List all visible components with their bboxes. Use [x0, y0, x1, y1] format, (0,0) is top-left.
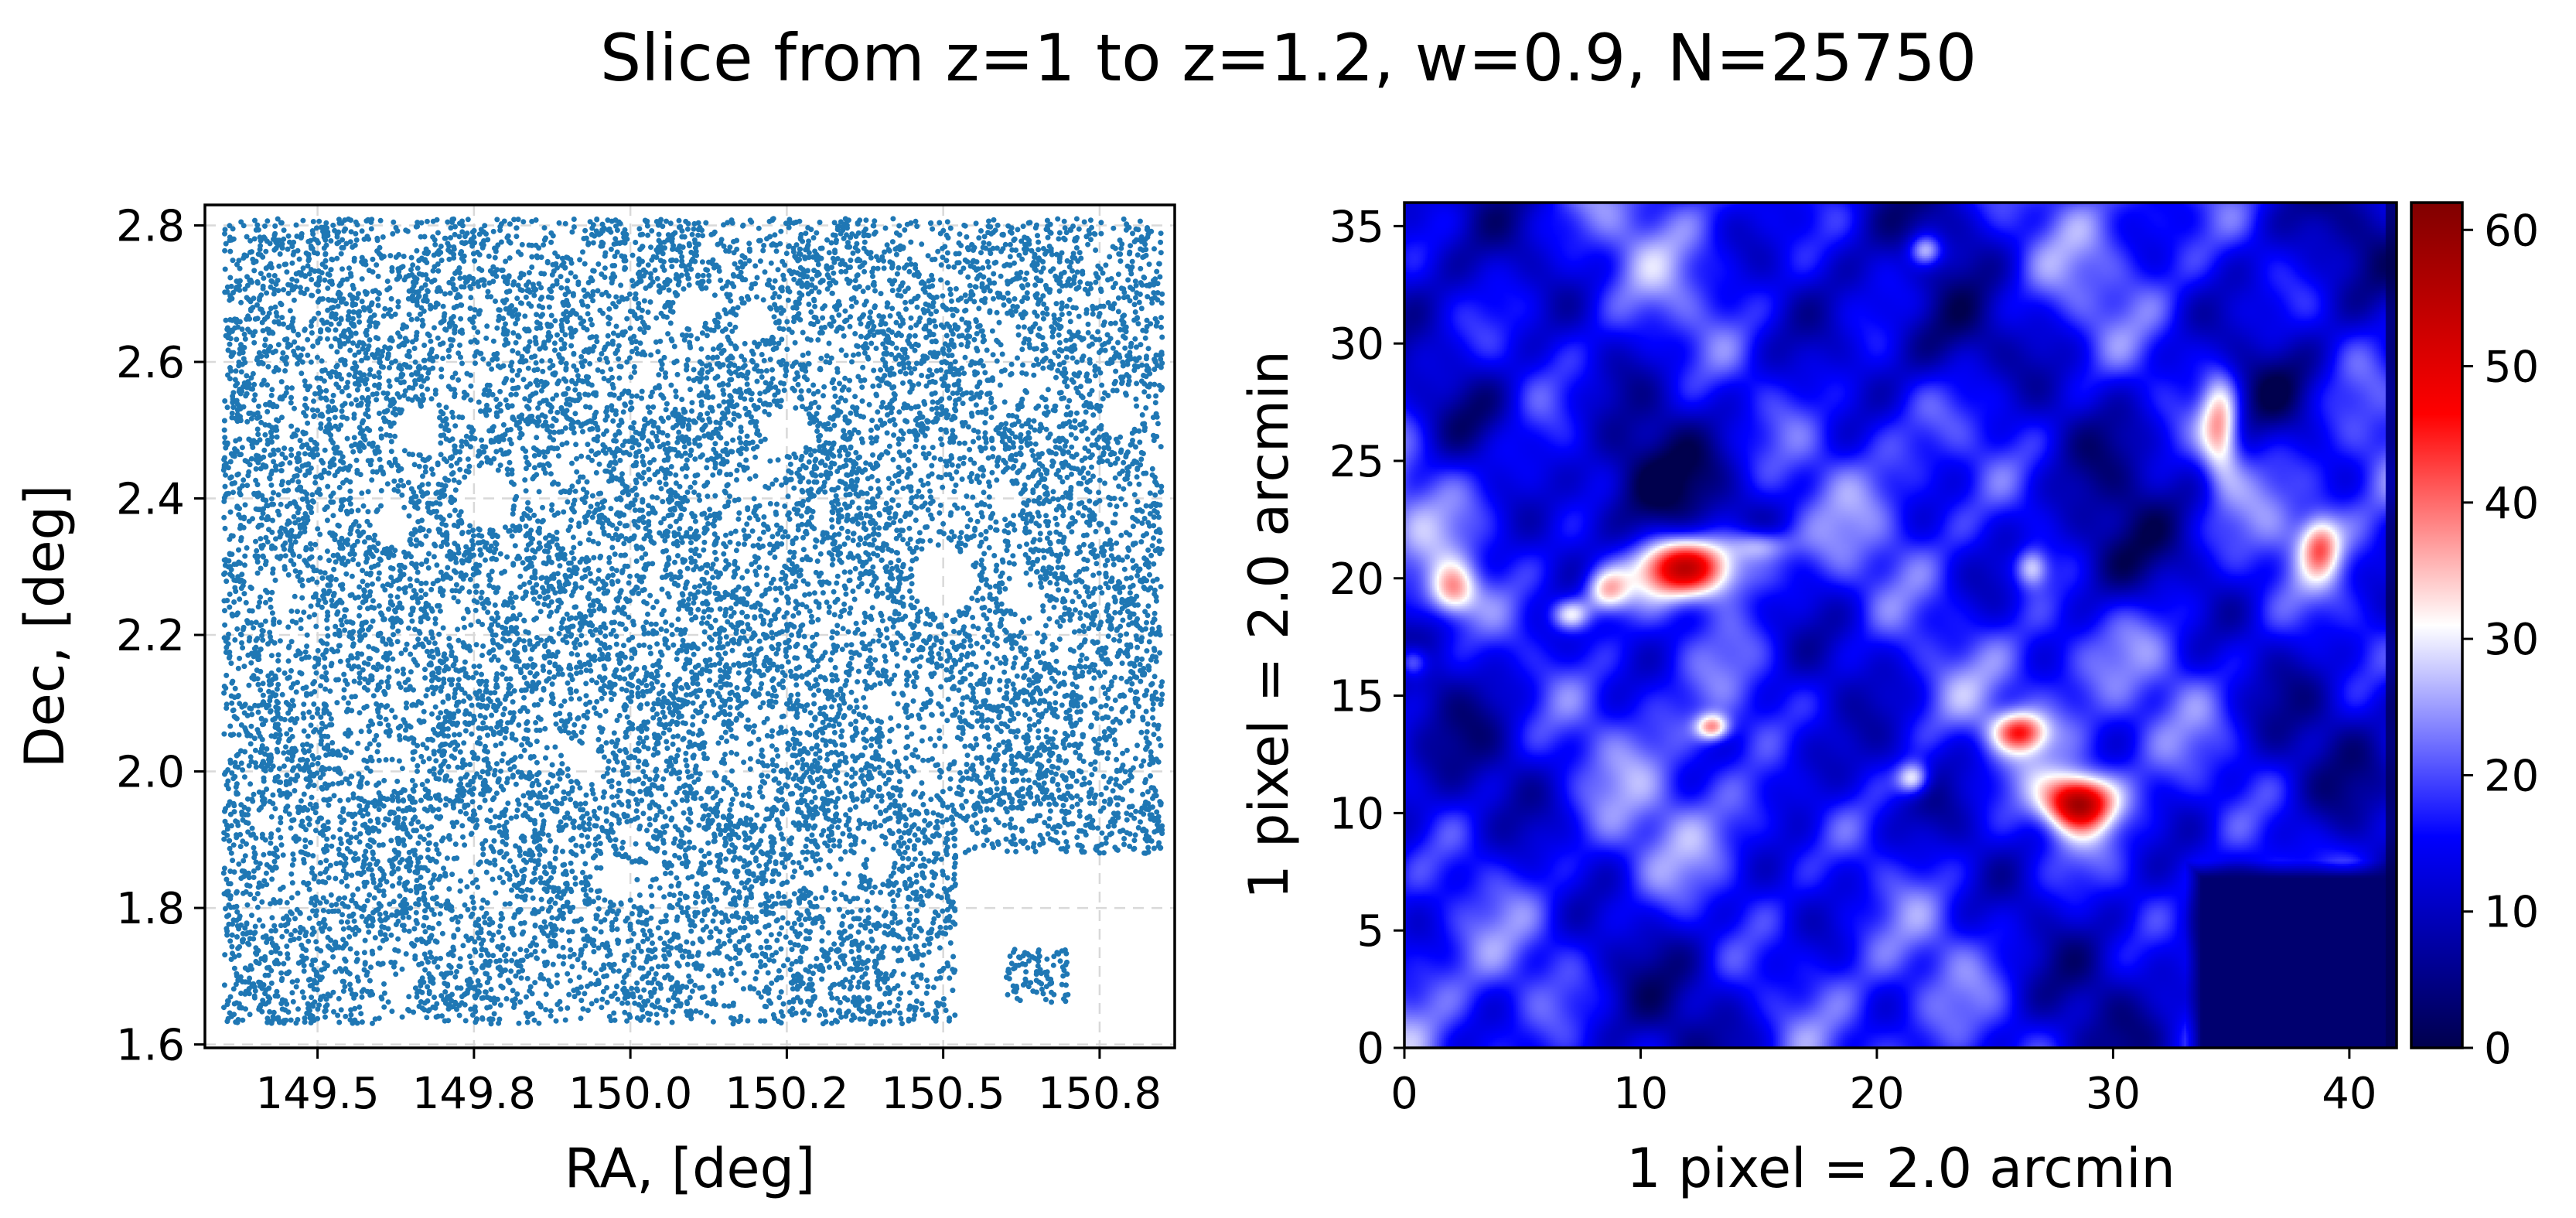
heatmap-y-label: 1 pixel = 2.0 arcmin: [1237, 350, 1301, 899]
heatmap-ytick-label: 15: [1329, 672, 1384, 722]
scatter-ytick-label: 1.6: [116, 1021, 185, 1071]
colorbar-tick-label: 30: [2484, 615, 2539, 665]
heatmap-y-axis: 0 5 10 15 20 25 30 35: [1329, 202, 1404, 1074]
figure-title: Slice from z=1 to z=1.2, w=0.9, N=25750: [600, 20, 1977, 96]
heatmap-xtick-label: 20: [1849, 1069, 1904, 1119]
heatmap-image: [1404, 203, 2397, 1048]
heatmap-ytick-label: 0: [1356, 1024, 1384, 1074]
colorbar-gradient: [2411, 203, 2462, 1048]
scatter-ytick-label: 2.8: [116, 201, 185, 251]
colorbar: 0 10 20 30 40 50 60: [2410, 201, 2539, 1074]
scatter-xtick-label: 149.8: [412, 1069, 536, 1119]
colorbar-tick-label: 20: [2484, 751, 2539, 801]
heatmap-ytick-label: 25: [1329, 437, 1384, 487]
colorbar-frame: [2410, 201, 2464, 1049]
scatter-frame: [203, 203, 1176, 1049]
scatter-ytick-label: 2.2: [116, 611, 185, 661]
scatter-points: [220, 216, 1165, 1027]
scatter-y-label: Dec, [deg]: [13, 485, 77, 769]
scatter-xtick-label: 150.2: [725, 1069, 848, 1119]
colorbar-tick-label: 50: [2484, 343, 2539, 393]
scatter-x-label: RA, [deg]: [565, 1137, 816, 1200]
scatter-xtick-label: 149.5: [255, 1069, 379, 1119]
heatmap-ytick-label: 5: [1356, 906, 1384, 957]
colorbar-tick-label: 10: [2484, 888, 2539, 938]
scatter-xtick-label: 150.5: [881, 1069, 1005, 1119]
scatter-ytick-label: 2.0: [116, 748, 185, 798]
scatter-y-axis: 1.6 1.8 2.0 2.2 2.4 2.6 2.8: [116, 201, 205, 1071]
colorbar-tick-label: 40: [2484, 479, 2539, 529]
heatmap-ytick-label: 35: [1329, 202, 1384, 252]
scatter-xtick-label: 150.8: [1038, 1069, 1162, 1119]
heatmap-ytick-label: 10: [1329, 789, 1384, 839]
colorbar-ticks: 0 10 20 30 40 50 60: [2462, 206, 2539, 1074]
colorbar-tick-label: 0: [2484, 1024, 2512, 1074]
heatmap-xtick-label: 30: [2086, 1069, 2141, 1119]
scatter-xtick-label: 150.0: [568, 1069, 692, 1119]
scatter-panel: 149.5 149.8 150.0 150.2 150.5 150.8 1.6 1.8 2.0…: [13, 201, 1176, 1200]
heatmap-x-axis: 0 10 20 30 40: [1390, 1048, 2377, 1119]
scatter-ytick-label: 1.8: [116, 884, 185, 934]
scatter-ytick-label: 2.4: [116, 475, 185, 525]
heatmap-panel: 0 10 20 30 40 0 5 10 15 20 25 30 35 1 pixel = 2.0 a…: [1237, 201, 2398, 1200]
heatmap-ytick-label: 20: [1329, 554, 1384, 605]
heatmap-frame: [1403, 201, 2398, 1049]
heatmap-xtick-label: 40: [2322, 1069, 2376, 1119]
scatter-x-axis: 149.5 149.8 150.0 150.2 150.5 150.8: [255, 1048, 1162, 1119]
heatmap-xtick-label: 10: [1613, 1069, 1668, 1119]
colorbar-tick-label: 60: [2484, 206, 2539, 256]
scatter-markers: [220, 216, 1165, 1027]
heatmap-xtick-label: 0: [1390, 1069, 1418, 1119]
scatter-ytick-label: 2.6: [116, 338, 185, 388]
heatmap-ytick-label: 30: [1329, 319, 1384, 370]
heatmap-x-label: 1 pixel = 2.0 arcmin: [1626, 1137, 2175, 1200]
